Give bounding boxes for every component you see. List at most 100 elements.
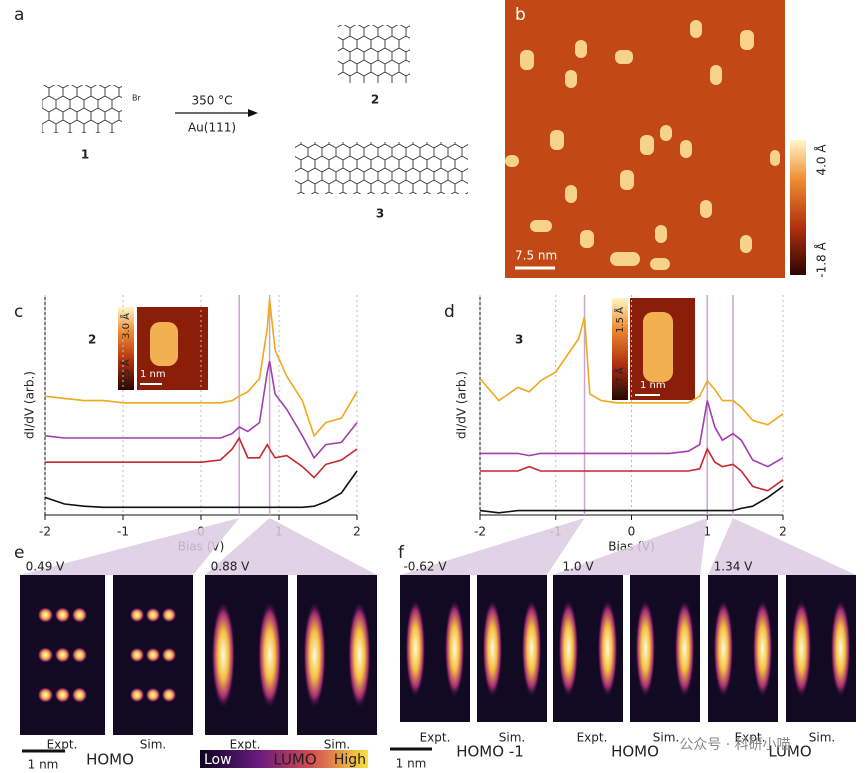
orbital-lobe bbox=[482, 599, 503, 698]
stm-molecules bbox=[505, 20, 780, 270]
orbital: HOMO -1 bbox=[456, 743, 524, 761]
orbital-lobe bbox=[129, 687, 145, 703]
orbital-lobe bbox=[161, 687, 177, 703]
orbital-lobe bbox=[258, 602, 282, 708]
orbital-lobe bbox=[145, 687, 161, 703]
orbital-lobe bbox=[54, 647, 71, 663]
axis-title: dI/dV (arb.) bbox=[23, 371, 37, 439]
energy-wedge bbox=[708, 518, 856, 575]
orbital: LUMO bbox=[768, 743, 811, 761]
orbital-lobe bbox=[161, 607, 177, 623]
orbital-lobe bbox=[348, 602, 371, 708]
panel-label: a bbox=[14, 5, 24, 25]
energy-label: 1.34 V bbox=[714, 560, 754, 574]
caption: Expt. bbox=[47, 738, 78, 752]
panel-label: d bbox=[444, 302, 455, 322]
compound-label: 2 bbox=[371, 93, 379, 107]
orbital-lobe bbox=[54, 687, 71, 703]
x-tick-label: -2 bbox=[39, 525, 51, 539]
orbital-lobe bbox=[71, 607, 88, 623]
orbital-lobe bbox=[405, 599, 426, 698]
orbital-lobe bbox=[54, 607, 71, 623]
energy-wedge bbox=[553, 518, 708, 575]
orbital-lobe bbox=[145, 647, 161, 663]
condition: 350 °C bbox=[191, 94, 232, 108]
colorbar-label: Low bbox=[204, 752, 232, 768]
caption: Sim. bbox=[653, 731, 679, 745]
energy-label: -0.62 V bbox=[403, 560, 447, 574]
spectrum bbox=[479, 316, 784, 426]
orbital-lobe bbox=[37, 647, 54, 663]
x-tick-label: 2 bbox=[779, 525, 787, 539]
molecule-2 bbox=[338, 25, 410, 83]
scale-bar-label: 7.5 nm bbox=[515, 249, 557, 263]
orbital-lobe bbox=[791, 599, 812, 698]
colorbar-label: -2.7 Å bbox=[613, 367, 626, 397]
substituent: Br bbox=[132, 94, 141, 103]
energy-wedge bbox=[205, 518, 377, 575]
colorbar-label: 1.5 Å bbox=[613, 307, 626, 333]
orbital-lobe bbox=[37, 607, 54, 623]
orbital-lobe bbox=[211, 602, 235, 708]
colorbar-label: -0.5 Å bbox=[119, 359, 132, 389]
orbital-lobe bbox=[830, 599, 851, 698]
orbital-lobe bbox=[129, 647, 145, 663]
scale-bar-label: 1 nm bbox=[28, 758, 59, 772]
colorbar-label: 3.0 Å bbox=[119, 313, 132, 339]
compound-label: 1 bbox=[81, 148, 89, 162]
orbital-lobe bbox=[444, 599, 465, 698]
colorbar bbox=[118, 307, 134, 390]
orbital-lobe bbox=[37, 687, 54, 703]
orbital-lobe bbox=[161, 647, 177, 663]
caption: Expt. bbox=[577, 731, 608, 745]
molecule-label: 3 bbox=[515, 333, 523, 347]
energy-label: 1.0 V bbox=[562, 560, 594, 574]
spectrum bbox=[479, 485, 784, 514]
scale-bar-label: 1 nm bbox=[396, 757, 427, 771]
panel-label: f bbox=[398, 543, 405, 563]
orbital-lobe bbox=[129, 607, 145, 623]
orbital-lobe bbox=[713, 599, 734, 698]
orbital-lobe bbox=[597, 599, 618, 698]
orbital-lobe bbox=[145, 607, 161, 623]
molecule-label: 2 bbox=[88, 333, 96, 347]
condition: Au(111) bbox=[188, 121, 236, 135]
orbital-lobe bbox=[521, 599, 542, 698]
caption: Expt. bbox=[420, 731, 451, 745]
inset-molecule bbox=[150, 322, 178, 366]
panel-label: b bbox=[515, 5, 526, 25]
colorbar bbox=[790, 140, 806, 275]
orbital: HOMO bbox=[611, 743, 659, 761]
x-tick-label: 0 bbox=[628, 525, 636, 539]
watermark: 公众号 · 科研小喵 bbox=[679, 737, 790, 753]
caption: Sim. bbox=[809, 731, 835, 745]
caption: Expt. bbox=[735, 731, 766, 745]
arrow-head bbox=[248, 109, 258, 117]
orbital-lobe bbox=[303, 602, 326, 708]
orbital: LUMO bbox=[273, 751, 316, 769]
energy-label: 0.88 V bbox=[211, 560, 251, 574]
orbital-lobe bbox=[674, 599, 695, 698]
x-tick-label: 2 bbox=[353, 525, 361, 539]
molecule-1 bbox=[42, 85, 122, 133]
caption: Sim. bbox=[499, 731, 525, 745]
colorbar-label: 4.0 Å bbox=[814, 144, 829, 176]
compound-label: 3 bbox=[376, 207, 384, 221]
spectrum bbox=[44, 360, 358, 460]
spectrum bbox=[44, 299, 358, 438]
panel-label: e bbox=[14, 543, 24, 563]
inset-molecule bbox=[643, 312, 673, 382]
colorbar bbox=[612, 298, 628, 400]
scale-bar-label: 1 nm bbox=[140, 369, 166, 380]
caption: Sim. bbox=[140, 738, 166, 752]
spectrum bbox=[45, 436, 358, 479]
orbital-lobe bbox=[635, 599, 656, 698]
axis-title: dI/dV (arb.) bbox=[455, 371, 469, 439]
orbital: HOMO bbox=[86, 751, 134, 769]
caption: Expt. bbox=[230, 738, 261, 752]
spectrum bbox=[44, 470, 358, 509]
colorbar bbox=[200, 750, 368, 768]
colorbar-label: High bbox=[334, 752, 366, 768]
panel-label: c bbox=[14, 302, 23, 322]
molecule-3 bbox=[295, 142, 468, 194]
